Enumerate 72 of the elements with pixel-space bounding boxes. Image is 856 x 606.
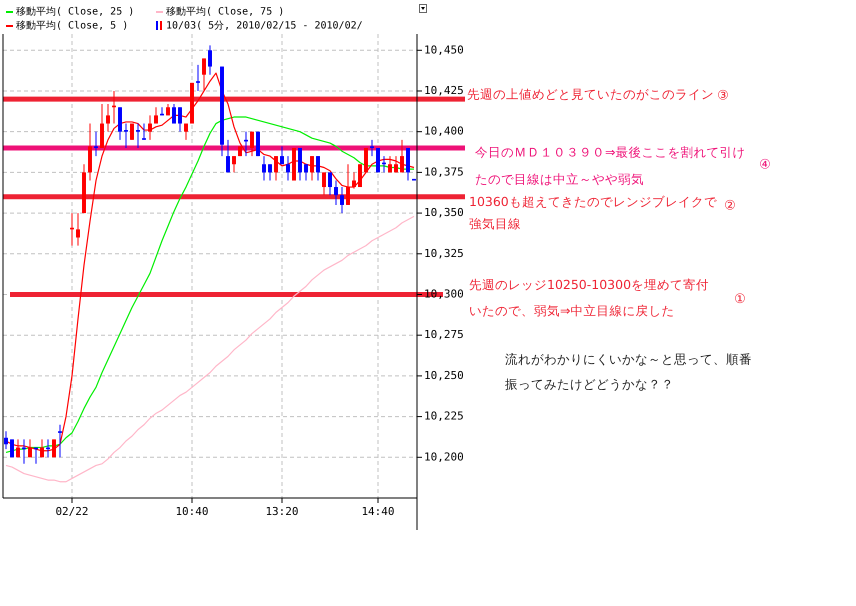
candlestick bbox=[208, 44, 212, 76]
candlestick bbox=[172, 104, 176, 124]
text: ② bbox=[724, 198, 736, 214]
candlestick bbox=[250, 131, 254, 157]
candlestick bbox=[244, 131, 248, 157]
candlestick bbox=[400, 139, 404, 173]
candlestick bbox=[106, 104, 110, 132]
candlestick bbox=[94, 131, 98, 157]
candlestick bbox=[334, 180, 338, 206]
y-tick-label: 10,400 bbox=[424, 124, 464, 138]
text: ① bbox=[734, 292, 746, 308]
candlestick bbox=[124, 123, 128, 148]
text: 流れがわかりにくいかな～と思って、順番振ってみたけどどうかな？？ bbox=[505, 351, 752, 392]
y-tick-label: 10,200 bbox=[424, 450, 464, 464]
ref-line-label: 10360も超えてきたのでレンジブレイクで強気目線 bbox=[469, 194, 718, 232]
text: ④ bbox=[759, 158, 771, 173]
legend-label: 移動平均( Close, 25 ) bbox=[16, 6, 134, 18]
y-tick-label: 10,275 bbox=[424, 328, 464, 342]
candlestick bbox=[304, 164, 308, 182]
candlestick bbox=[112, 90, 116, 124]
candlestick bbox=[262, 156, 266, 182]
candlestick bbox=[46, 438, 50, 458]
candlestick bbox=[316, 156, 320, 182]
ref-line-label: 今日のＭＤ１０３９０⇒最後ここを割れて引けたので目線は中立～やや弱気 bbox=[475, 144, 746, 186]
ref-line-label: 先週のレッジ10250-10300を埋めて寄付いたので、弱気⇒中立目線に戻した bbox=[469, 276, 710, 318]
y-tick-label: 10,350 bbox=[424, 206, 464, 220]
candlestick bbox=[154, 106, 158, 124]
candlestick bbox=[370, 139, 374, 157]
candlestick bbox=[196, 64, 200, 92]
text: ③ bbox=[717, 88, 729, 104]
candlestick bbox=[352, 172, 356, 190]
y-tick-label: 10,375 bbox=[424, 165, 464, 178]
candlestick bbox=[34, 447, 38, 464]
candlestick bbox=[340, 186, 344, 214]
x-tick-label: 14:40 bbox=[361, 505, 395, 518]
candlestick bbox=[286, 156, 290, 182]
candlestick bbox=[388, 156, 392, 173]
candlestick bbox=[226, 139, 230, 173]
candlestick bbox=[346, 164, 350, 206]
y-tick-label: 10,450 bbox=[424, 43, 464, 56]
x-tick-label: 02/22 bbox=[55, 505, 89, 518]
legend-label: 10/03( 5分, 2010/02/15 - 2010/02/ bbox=[166, 20, 363, 32]
candlestick bbox=[184, 123, 188, 140]
ref-line-label: 先週の上値めどと見ていたのがこのライン bbox=[467, 86, 714, 102]
candlestick bbox=[232, 156, 236, 173]
candlestick bbox=[268, 164, 272, 182]
candlestick bbox=[4, 430, 8, 450]
candlestick bbox=[142, 123, 146, 140]
candlestick bbox=[148, 114, 152, 140]
y-tick-label: 10,225 bbox=[424, 410, 464, 423]
y-tick-label: 10,325 bbox=[424, 246, 464, 260]
candlestick bbox=[136, 123, 140, 148]
candlestick bbox=[394, 156, 398, 173]
candlestick bbox=[322, 172, 326, 196]
y-tick-label: 10,425 bbox=[424, 84, 464, 97]
candlestick bbox=[166, 104, 170, 116]
x-tick-label: 13:20 bbox=[265, 505, 299, 518]
candlestick bbox=[76, 212, 80, 246]
candlestick bbox=[328, 172, 332, 196]
candlestick bbox=[58, 424, 62, 458]
y-tick-label: 10,250 bbox=[424, 368, 464, 382]
candlestick bbox=[382, 156, 386, 173]
line-series bbox=[5, 216, 415, 482]
candlestick bbox=[178, 106, 182, 132]
legend-label: 移動平均( Close, 5 ) bbox=[16, 20, 128, 32]
candlestick bbox=[274, 156, 278, 182]
candlestick bbox=[70, 212, 74, 246]
x-tick-label: 10:40 bbox=[175, 505, 209, 518]
legend-label: 移動平均( Close, 75 ) bbox=[166, 6, 284, 18]
candlestick bbox=[280, 146, 284, 165]
candlestick bbox=[22, 438, 26, 464]
candlestick bbox=[310, 156, 314, 182]
